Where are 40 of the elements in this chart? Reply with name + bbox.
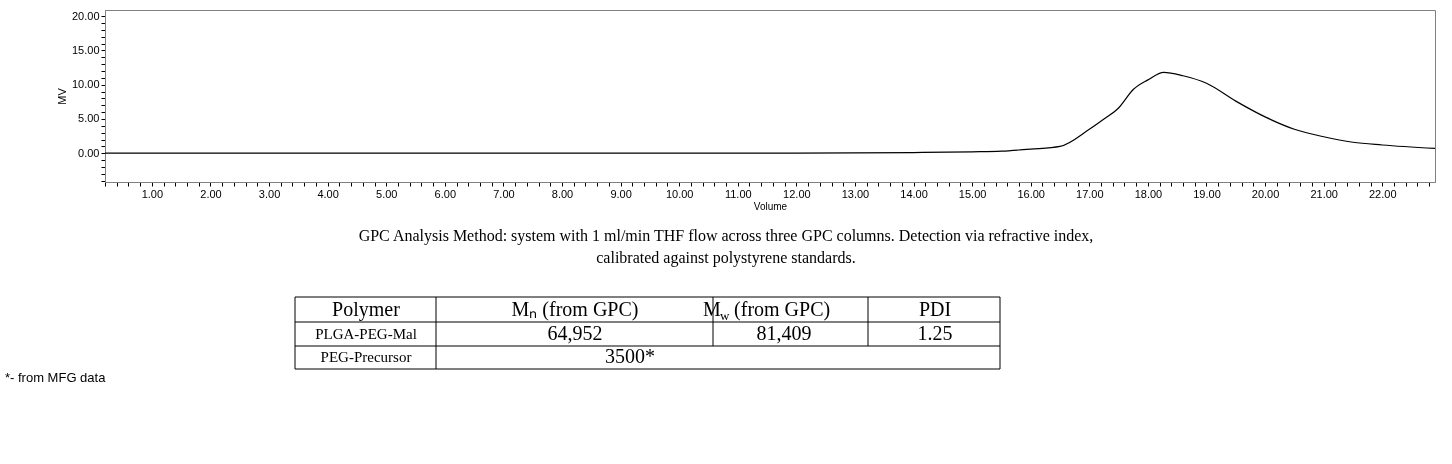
x-tick-label: 14.00 bbox=[900, 187, 928, 200]
text: *- from MFG data bbox=[5, 370, 107, 385]
x-tick-label: 5.00 bbox=[376, 187, 398, 200]
x-tick-label: 20.00 bbox=[1251, 187, 1280, 200]
x-tick-label: 8.00 bbox=[551, 187, 574, 200]
text: 1.25 bbox=[917, 322, 953, 344]
y-axis-title: MV bbox=[55, 87, 68, 105]
y-tick-label: 0.00 bbox=[78, 146, 100, 159]
y-tick-label: 5.00 bbox=[78, 112, 100, 125]
x-tick-label: 4.00 bbox=[317, 187, 339, 200]
x-tick-label: 6.00 bbox=[434, 187, 457, 200]
x-tick-label: 1.00 bbox=[141, 187, 164, 200]
text: 81,409 bbox=[756, 322, 812, 344]
text: 64,952 bbox=[547, 322, 603, 344]
text: 3500* bbox=[605, 345, 655, 367]
text: PLGA-PEG-Mal bbox=[315, 326, 417, 342]
text: Polymer bbox=[332, 298, 401, 321]
text: Mₙ (from GPC) bbox=[511, 298, 639, 321]
x-tick-label: 9.00 bbox=[610, 187, 632, 200]
x-tick-label: 18.00 bbox=[1134, 187, 1163, 200]
x-axis-title: Volume bbox=[753, 200, 788, 212]
x-tick-label: 16.00 bbox=[1017, 187, 1045, 200]
text: PDI bbox=[918, 298, 952, 320]
text: GPC Analysis Method: system with 1 ml/min THF flow across three GPC columns. Detection via refractive index, calibrated against polystyrene standards. bbox=[358, 227, 1094, 267]
y-tick-label: 20.00 bbox=[71, 9, 100, 22]
x-tick-label: 19.00 bbox=[1193, 187, 1221, 200]
x-tick-label: 15.00 bbox=[958, 187, 987, 200]
x-tick-label: 11.00 bbox=[724, 187, 752, 200]
x-tick-label: 3.00 bbox=[258, 187, 281, 200]
x-tick-label: 12.00 bbox=[783, 187, 811, 200]
x-tick-label: 7.00 bbox=[493, 187, 515, 200]
x-tick-label: 13.00 bbox=[841, 187, 870, 200]
x-tick-label: 2.00 bbox=[200, 187, 222, 200]
y-tick-label: 10.00 bbox=[71, 78, 100, 91]
x-tick-label: 21.00 bbox=[1310, 187, 1338, 200]
x-tick-label: 17.00 bbox=[1076, 187, 1104, 200]
text: PEG-Precursor bbox=[320, 349, 412, 365]
y-tick-label: 15.00 bbox=[71, 43, 100, 56]
x-tick-label: 10.00 bbox=[665, 187, 694, 200]
x-tick-label: 22.00 bbox=[1369, 187, 1397, 200]
